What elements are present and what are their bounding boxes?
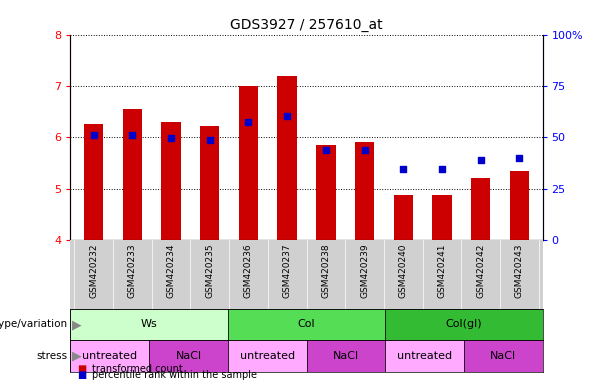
Text: GSM420233: GSM420233 [128,243,137,298]
Text: ■: ■ [77,364,86,374]
Point [437,166,447,172]
Text: GSM420235: GSM420235 [205,243,215,298]
Bar [84,124,104,240]
Text: GSM420242: GSM420242 [476,243,485,298]
Text: Ws: Ws [141,319,158,329]
Bar [355,142,374,240]
Point [205,137,215,143]
Bar [385,340,464,372]
Bar [471,178,490,240]
Bar [278,76,297,240]
Text: GSM420243: GSM420243 [515,243,524,298]
Text: GSM420239: GSM420239 [360,243,369,298]
Text: GSM420241: GSM420241 [438,243,446,298]
Point [321,147,331,153]
Bar [316,145,335,240]
Text: genotype/variation: genotype/variation [0,319,67,329]
Text: stress: stress [36,351,67,361]
Text: untreated: untreated [397,351,452,361]
Bar [149,340,228,372]
Text: untreated: untreated [240,351,295,361]
Point [360,147,370,153]
Bar [394,195,413,240]
Bar [464,340,543,372]
Text: NaCl: NaCl [333,351,359,361]
Bar [70,340,149,372]
Bar [161,122,181,240]
Bar [306,340,385,372]
Text: GSM420232: GSM420232 [89,243,98,298]
Text: GSM420237: GSM420237 [283,243,292,298]
Text: transformed count: transformed count [92,364,183,374]
Text: untreated: untreated [82,351,137,361]
Bar [200,126,219,240]
Bar [123,109,142,240]
Text: ■: ■ [77,370,86,380]
Point [282,113,292,119]
Point [514,155,524,161]
Bar [239,86,258,240]
Point [89,132,99,138]
Text: percentile rank within the sample: percentile rank within the sample [92,370,257,380]
Text: Col: Col [298,319,315,329]
Bar [228,340,306,372]
Bar [70,309,228,340]
Text: GSM420238: GSM420238 [321,243,330,298]
Title: GDS3927 / 257610_at: GDS3927 / 257610_at [230,18,383,32]
Point [128,132,137,138]
Text: GSM420240: GSM420240 [398,243,408,298]
Point [398,166,408,172]
Point [243,119,253,125]
Bar [385,309,543,340]
Text: ▶: ▶ [72,350,82,362]
Text: NaCl: NaCl [175,351,202,361]
Bar [228,309,385,340]
Text: NaCl: NaCl [490,351,516,361]
Text: GSM420234: GSM420234 [167,243,175,298]
Text: Col(gl): Col(gl) [446,319,482,329]
Point [166,135,176,141]
Bar [432,195,452,240]
Text: ▶: ▶ [72,318,82,331]
Bar [509,170,529,240]
Point [476,157,485,164]
Text: GSM420236: GSM420236 [244,243,253,298]
